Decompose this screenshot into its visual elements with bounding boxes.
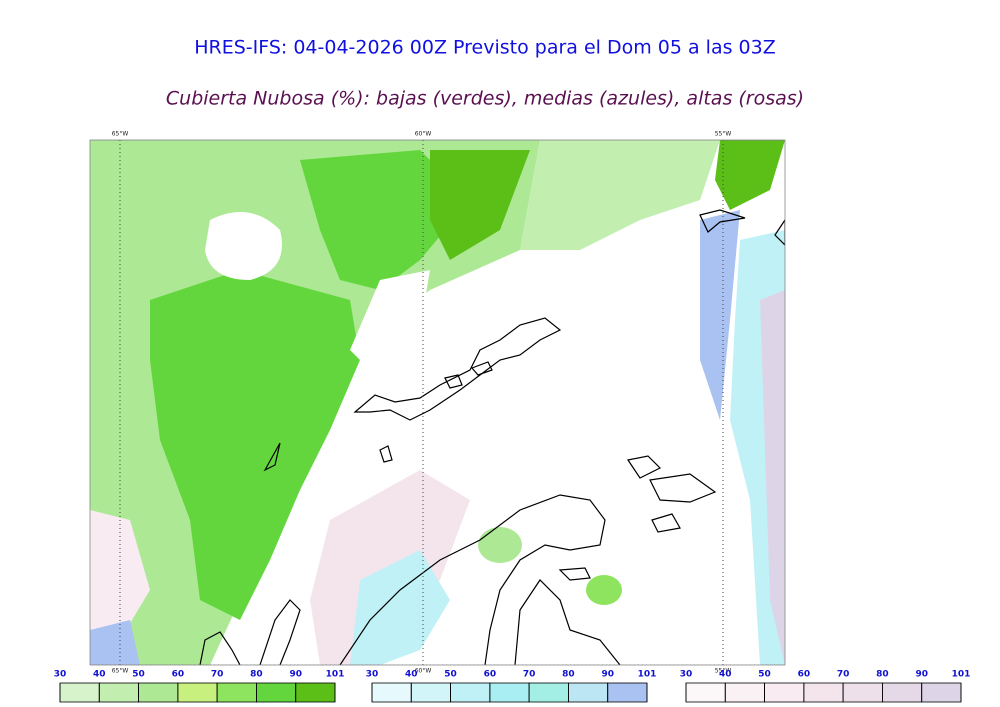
colorbar-segment: [450, 682, 491, 703]
colorbar-label: 50: [132, 670, 145, 680]
colorbar-segment: [803, 682, 844, 703]
colorbar-label: 70: [211, 670, 224, 680]
colorbar-segment: [489, 682, 530, 703]
colorbar-segment: [371, 682, 412, 703]
colorbar-segment: [724, 682, 765, 703]
colorbar-label: 30: [680, 670, 693, 680]
colorbar-label: 101: [952, 670, 971, 680]
cloud-low: [300, 150, 470, 290]
colorbar-segment: [764, 682, 805, 703]
colorbar-label: 50: [758, 670, 771, 680]
longitude-label: 55°W: [715, 668, 732, 675]
colorbar-label: 90: [289, 670, 302, 680]
cloud-low: [586, 575, 622, 605]
colorbar-label: 40: [719, 670, 732, 680]
colorbar-segment: [882, 682, 923, 703]
title: HRES-IFS: 04-04-2026 00Z Previsto para e…: [194, 37, 776, 59]
longitude-label: 60°W: [415, 131, 432, 138]
cloud-low: [478, 527, 522, 563]
cloud-low: [150, 270, 360, 620]
colorbar-segment: [921, 682, 962, 703]
colorbar-segment: [59, 682, 100, 703]
colorbar-label: 90: [915, 670, 928, 680]
colorbar-segment: [138, 682, 179, 703]
cloud-low: [430, 150, 530, 260]
colorbar-label: 60: [484, 670, 497, 680]
colorbar-label: 30: [366, 670, 379, 680]
cloud-high: [760, 290, 785, 665]
cloud-mid: [700, 210, 740, 420]
subtitle: Cubierta Nubosa (%): bajas (verdes), med…: [166, 88, 804, 110]
colorbar-label: 80: [250, 670, 263, 680]
colorbar-label: 50: [444, 670, 457, 680]
coastline: [199, 209, 785, 665]
colorbar-segment: [177, 682, 218, 703]
longitude-label: 60°W: [415, 668, 432, 675]
longitude-label: 65°W: [112, 131, 129, 138]
cloud-low: [520, 140, 720, 250]
colorbar-label: 70: [837, 670, 850, 680]
colorbars: 30 40 50 60 70 80 90 101 30 40 50 60 70 80 90 101 30 40 50…: [54, 670, 971, 703]
longitude-label: 65°W: [112, 668, 129, 675]
clear-area: [350, 270, 430, 370]
colorbar-label: 40: [405, 670, 418, 680]
colorbar-segment: [685, 682, 726, 703]
colorbar-segment: [568, 682, 609, 703]
colorbar-label: 70: [523, 670, 536, 680]
longitude-label: 55°W: [715, 131, 732, 138]
cloud-high: [90, 510, 150, 640]
colorbar-segment: [528, 682, 569, 703]
colorbar-label: 60: [798, 670, 811, 680]
colorbar-label: 40: [93, 670, 106, 680]
colorbar-segment: [98, 682, 139, 703]
colorbar-label: 101: [638, 670, 657, 680]
colorbar-segment: [216, 682, 257, 703]
colorbar-segment: [607, 682, 648, 703]
colorbar-segment: [410, 682, 451, 703]
colorbar-label: 80: [562, 670, 575, 680]
clear-area: [205, 212, 282, 280]
cloud-mid: [350, 550, 450, 665]
colorbar-label: 30: [54, 670, 67, 680]
colorbar-label: 101: [326, 670, 345, 680]
cloud-low: [715, 140, 785, 210]
colorbar-segment: [842, 682, 883, 703]
colorbar-label: 90: [601, 670, 614, 680]
map: [89, 139, 786, 666]
longitude-labels: 65°W 65°W 60°W 60°W 55°W 55°W: [112, 131, 732, 675]
colorbar-segment: [295, 682, 336, 703]
colorbar-label: 60: [172, 670, 185, 680]
cloud-mid: [90, 620, 140, 665]
map-frame: [89, 139, 786, 666]
colorbar-segment: [256, 682, 297, 703]
colorbar-label: 80: [876, 670, 889, 680]
